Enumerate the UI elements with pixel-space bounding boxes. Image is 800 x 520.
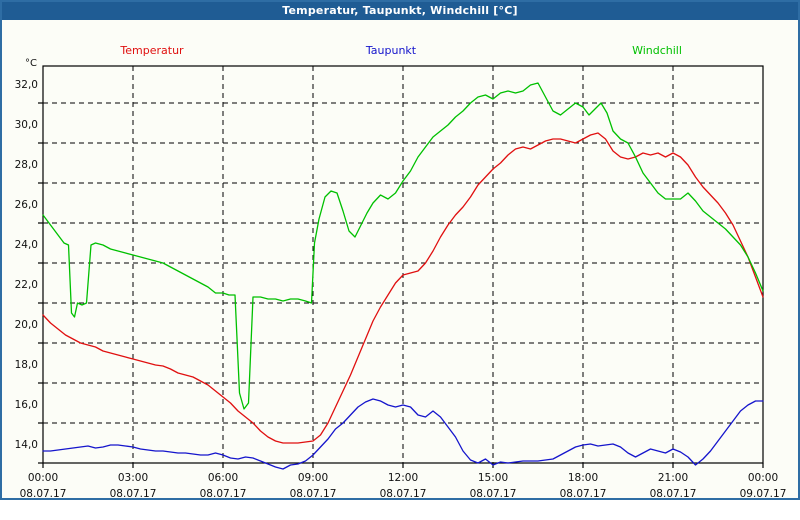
- x-axis-time-label: 03:00: [117, 472, 149, 484]
- y-axis-tick-label: 22,0: [14, 279, 38, 291]
- axis-ticks: [38, 102, 764, 468]
- series-line-temperatur: [42, 132, 764, 444]
- x-axis-time-label: 15:00: [477, 472, 509, 484]
- x-axis-time-label: 09:00: [297, 472, 329, 484]
- series-line-taupunkt: [42, 398, 764, 470]
- x-axis-time-label: 06:00: [207, 472, 239, 484]
- x-axis-date-label: 08.07.17: [19, 488, 67, 500]
- y-axis-tick-label: 18,0: [14, 359, 38, 371]
- chart-area: Temperatur Taupunkt Windchill °C 32,0 30,…: [2, 20, 798, 500]
- y-axis-tick-label: 20,0: [14, 319, 38, 331]
- y-axis-tick-label: 32,0: [14, 79, 38, 91]
- y-axis-tick-label: 24,0: [14, 239, 38, 251]
- data-series: [42, 82, 764, 470]
- legend-item-windchill: Windchill: [632, 44, 682, 57]
- y-axis-unit-label: °C: [25, 58, 37, 69]
- y-axis-tick-label: 14,0: [14, 439, 38, 451]
- x-axis-time-label: 12:00: [387, 472, 419, 484]
- x-axis-date-label: 08.07.17: [559, 488, 607, 500]
- x-axis-time-label: 21:00: [657, 472, 689, 484]
- grid-lines: [43, 66, 763, 463]
- plot-canvas: [38, 65, 764, 470]
- x-axis-time-label: 18:00: [567, 472, 599, 484]
- x-axis-time-label: 00:00: [27, 472, 59, 484]
- legend-item-temperatur: Temperatur: [120, 44, 184, 57]
- y-axis-tick-label: 16,0: [14, 399, 38, 411]
- x-axis-date-label: 08.07.17: [649, 488, 697, 500]
- x-axis-date-label: 08.07.17: [469, 488, 517, 500]
- y-axis-tick-label: 30,0: [14, 119, 38, 131]
- y-axis-tick-label: 28,0: [14, 159, 38, 171]
- x-axis-date-label: 09.07.17: [739, 488, 787, 500]
- window-title: Temperatur, Taupunkt, Windchill [°C]: [2, 2, 798, 20]
- x-axis-date-label: 08.07.17: [109, 488, 157, 500]
- x-axis-time-label: 00:00: [747, 472, 779, 484]
- x-axis-date-label: 08.07.17: [289, 488, 337, 500]
- y-axis-tick-label: 26,0: [14, 199, 38, 211]
- legend-item-taupunkt: Taupunkt: [365, 44, 417, 57]
- plot-frame: [42, 65, 764, 464]
- chart-window: Temperatur, Taupunkt, Windchill [°C] Tem…: [0, 0, 800, 500]
- x-axis-date-label: 08.07.17: [199, 488, 247, 500]
- x-axis-date-label: 08.07.17: [379, 488, 427, 500]
- series-line-windchill: [42, 82, 764, 410]
